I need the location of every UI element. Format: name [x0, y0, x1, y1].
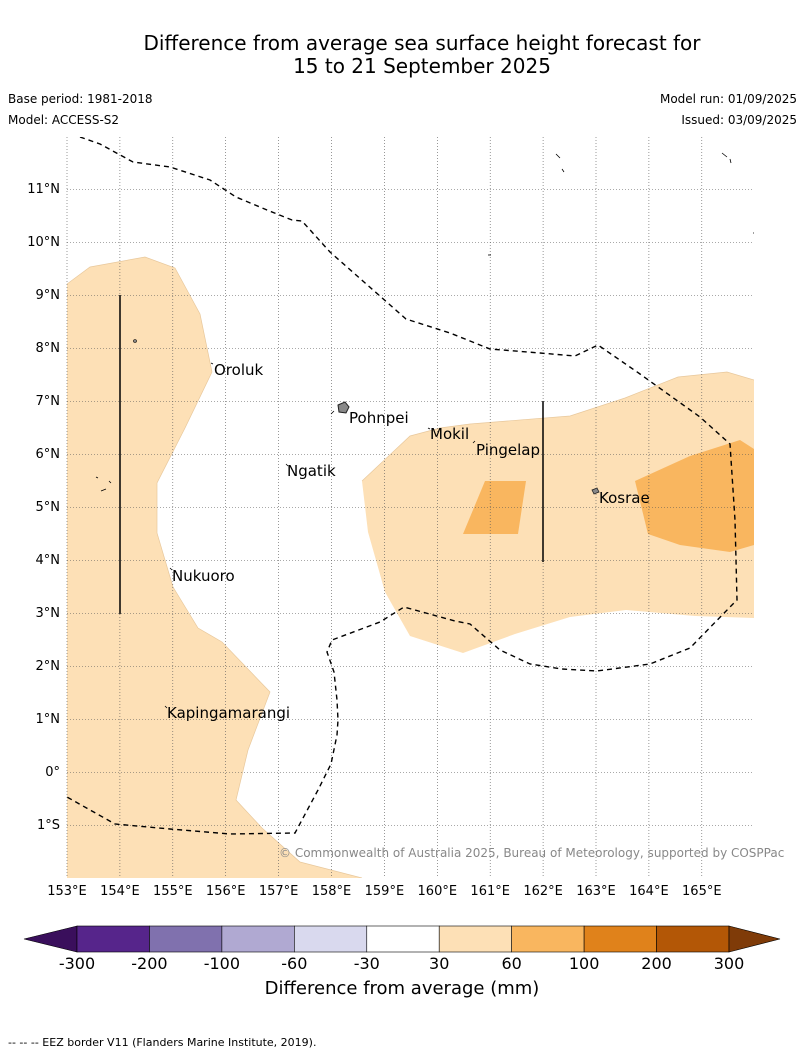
islands: [95, 152, 754, 709]
colorbar-tick-label: -100: [203, 954, 241, 973]
label-mokil: Mokil: [430, 425, 470, 443]
lat-label: 10°N: [27, 234, 60, 250]
colorbar-tick-label: -200: [131, 954, 168, 973]
map-title: Difference from average sea surface heig…: [0, 32, 804, 78]
colorbar-tick-label: 60: [501, 954, 522, 973]
pohnpei-island: [337, 401, 350, 414]
lat-label: 1°N: [35, 711, 61, 727]
lat-label: 11°N: [27, 181, 60, 197]
lon-label: 163°E: [576, 884, 616, 899]
colorbar-extend-high: [728, 925, 781, 953]
lat-label: 8°N: [35, 340, 61, 356]
label-kapingamarangi: Kapingamarangi: [167, 704, 291, 722]
lat-label: 3°N: [35, 605, 61, 621]
anomaly-core-east: [635, 440, 754, 552]
colorbar-tick-label: 30: [429, 954, 450, 973]
copyright-notice: © Commonwealth of Australia 2025, Bureau…: [279, 846, 785, 860]
colorbar-segment: [511, 925, 585, 953]
anomaly-region-west: [67, 257, 362, 878]
lat-label: 6°N: [35, 446, 61, 462]
colorbar-segment: [366, 925, 440, 953]
lat-label: 7°N: [35, 393, 61, 409]
lon-label: 165°E: [682, 884, 722, 899]
lon-label: 157°E: [258, 884, 299, 899]
base-period: Base period: 1981-2018: [8, 92, 153, 106]
colorbar-segment: [76, 925, 150, 953]
label-nukuoro: Nukuoro: [172, 567, 235, 585]
colorbar-tick-label: 200: [641, 954, 672, 973]
lon-label: 154°E: [100, 884, 140, 899]
colorbar-title: Difference from average (mm): [264, 978, 540, 999]
colorbar-segment: [221, 925, 295, 953]
eez-legend-note: -- -- -- EEZ border V11 (Flanders Marine…: [8, 1036, 317, 1049]
lon-label: 153°E: [47, 884, 87, 899]
label-pingelap: Pingelap: [476, 441, 541, 459]
colorbar-tick-label: -30: [353, 954, 380, 973]
lon-label: 155°E: [153, 884, 193, 899]
issued-date: Issued: 03/09/2025: [681, 113, 797, 127]
kosrae-island: [591, 487, 600, 495]
lon-label: 159°E: [364, 884, 405, 899]
anomaly-core-central: [463, 481, 526, 534]
label-pohnpei: Pohnpei: [349, 409, 409, 427]
lon-label: 158°E: [311, 884, 352, 899]
colorbar-segment: [438, 925, 512, 953]
colorbar-tick-label: -300: [58, 954, 96, 973]
lon-label: 164°E: [629, 884, 669, 899]
colorbar-extend-low: [23, 925, 78, 953]
label-ngatik: Ngatik: [287, 462, 336, 480]
lon-label: 156°E: [205, 884, 246, 899]
colorbar-tick-label: 300: [713, 954, 745, 973]
lat-label: 1°S: [36, 817, 60, 833]
colorbar-segment: [583, 925, 657, 953]
title-line-1: Difference from average sea surface heig…: [143, 31, 701, 55]
lon-label: 162°E: [523, 884, 563, 899]
label-kosrae: Kosrae: [599, 489, 650, 507]
lon-label: 160°E: [417, 884, 458, 899]
map-gridlines: [66, 137, 754, 878]
colorbar: [23, 925, 781, 953]
lat-label: 0°: [45, 764, 60, 780]
title-line-2: 15 to 21 September 2025: [293, 54, 551, 78]
colorbar-segment: [149, 925, 223, 953]
eez-border: [67, 137, 738, 835]
lat-label: 4°N: [35, 552, 61, 568]
label-oroluk: Oroluk: [214, 361, 264, 379]
lon-label: 161°E: [470, 884, 510, 899]
colorbar-tick-label: -60: [281, 954, 308, 973]
lat-label: 9°N: [35, 287, 61, 303]
anomaly-region-east: [362, 372, 754, 653]
lat-label: 5°N: [35, 499, 61, 515]
colorbar-segment: [294, 925, 368, 953]
colorbar-tick-label: 100: [568, 954, 600, 973]
colorbar-segment: [656, 925, 730, 953]
model-name: Model: ACCESS-S2: [8, 113, 120, 127]
lat-label: 2°N: [35, 658, 61, 674]
model-run: Model run: 01/09/2025: [659, 92, 797, 106]
